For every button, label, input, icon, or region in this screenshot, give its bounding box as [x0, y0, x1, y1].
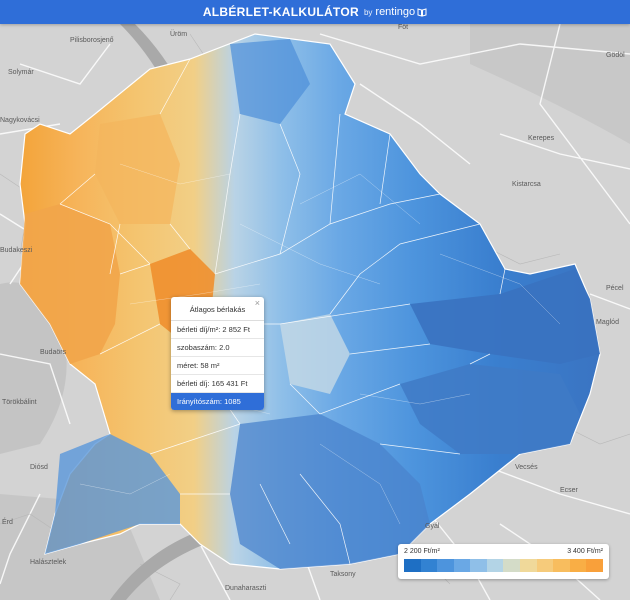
popup-row-size: méret: 58 m² — [171, 357, 264, 375]
place-label: Pilisborosjenő — [70, 37, 114, 44]
place-label: Halásztelek — [30, 559, 67, 566]
district-west[interactable] — [20, 204, 120, 364]
legend-swatch — [470, 559, 487, 572]
place-label: Gyál — [425, 523, 440, 530]
legend-min-label: 2 200 Ft/m² — [404, 548, 440, 555]
place-label: Gödöl — [606, 52, 625, 59]
place-label: Budaörs — [40, 349, 67, 356]
place-label: Diósd — [30, 464, 48, 471]
legend-swatch — [437, 559, 454, 572]
place-label: Pécel — [606, 285, 624, 292]
legend-swatch — [569, 559, 587, 572]
popup-row-zip-code: Irányítószám: 1085 — [171, 393, 264, 410]
brand-name[interactable]: rentingo — [375, 6, 416, 18]
popup-row-rooms: szobaszám: 2.0 — [171, 339, 264, 357]
district-map[interactable]: Főt Gödöl Kerepes Kistarcsa Pécel Vecsés… — [0, 24, 630, 600]
popup-title: Átlagos bérlakás — [171, 297, 264, 321]
book-icon — [417, 7, 427, 17]
place-label: Kistarcsa — [512, 181, 541, 188]
legend-max-label: 3 400 Ft/m² — [567, 548, 603, 555]
legend-swatch — [553, 559, 570, 572]
app-header: ALBÉRLET-KALKULÁTOR by rentingo — [0, 0, 630, 24]
place-label: Taksony — [330, 571, 356, 578]
place-label: Ecser — [560, 487, 579, 494]
place-label: Főt — [398, 24, 408, 31]
legend-swatch — [503, 559, 521, 572]
district-southwest[interactable] — [45, 434, 180, 554]
legend-swatch — [520, 559, 537, 572]
place-label: Solymár — [8, 69, 34, 76]
district-east[interactable] — [410, 269, 600, 364]
legend-swatch — [453, 559, 471, 572]
place-label: Nagykovácsi — [0, 117, 40, 124]
terrain-patch — [470, 24, 630, 144]
place-label: Érd — [2, 517, 13, 526]
place-label: Budakeszi — [0, 247, 33, 254]
app-title: ALBÉRLET-KALKULÁTOR — [202, 5, 359, 19]
place-label: Törökbálint — [2, 399, 37, 406]
road-network — [0, 24, 630, 600]
district-southeast[interactable] — [400, 364, 580, 454]
popup-row-rent: bérleti díj: 165 431 Ft — [171, 375, 264, 393]
district-inner-east[interactable] — [280, 314, 350, 394]
legend-swatch — [536, 559, 554, 572]
place-label: Kerepes — [528, 135, 555, 142]
legend-swatch — [404, 559, 421, 572]
map-area[interactable]: Főt Gödöl Kerepes Kistarcsa Pécel Vecsés… — [0, 24, 630, 600]
district-north[interactable] — [230, 39, 310, 124]
legend-swatch — [586, 559, 603, 572]
place-label: Üröm — [170, 30, 187, 38]
app-by: by — [363, 7, 373, 17]
popup-row-price-per-sqm: bérleti díj/m²: 2 852 Ft — [171, 321, 264, 339]
close-icon[interactable]: × — [254, 298, 260, 308]
place-label: Dunaharaszti — [225, 585, 267, 592]
district-northwest[interactable] — [95, 114, 180, 224]
place-label: Vecsés — [515, 464, 538, 471]
legend-color-scale — [404, 559, 603, 572]
info-popup: × Átlagos bérlakás bérleti díj/m²: 2 852… — [171, 297, 264, 410]
district-south[interactable] — [230, 414, 430, 569]
place-label: Maglód — [596, 319, 619, 326]
legend-swatch — [420, 559, 438, 572]
legend-swatch — [486, 559, 504, 572]
price-legend: 2 200 Ft/m² 3 400 Ft/m² — [398, 544, 609, 579]
